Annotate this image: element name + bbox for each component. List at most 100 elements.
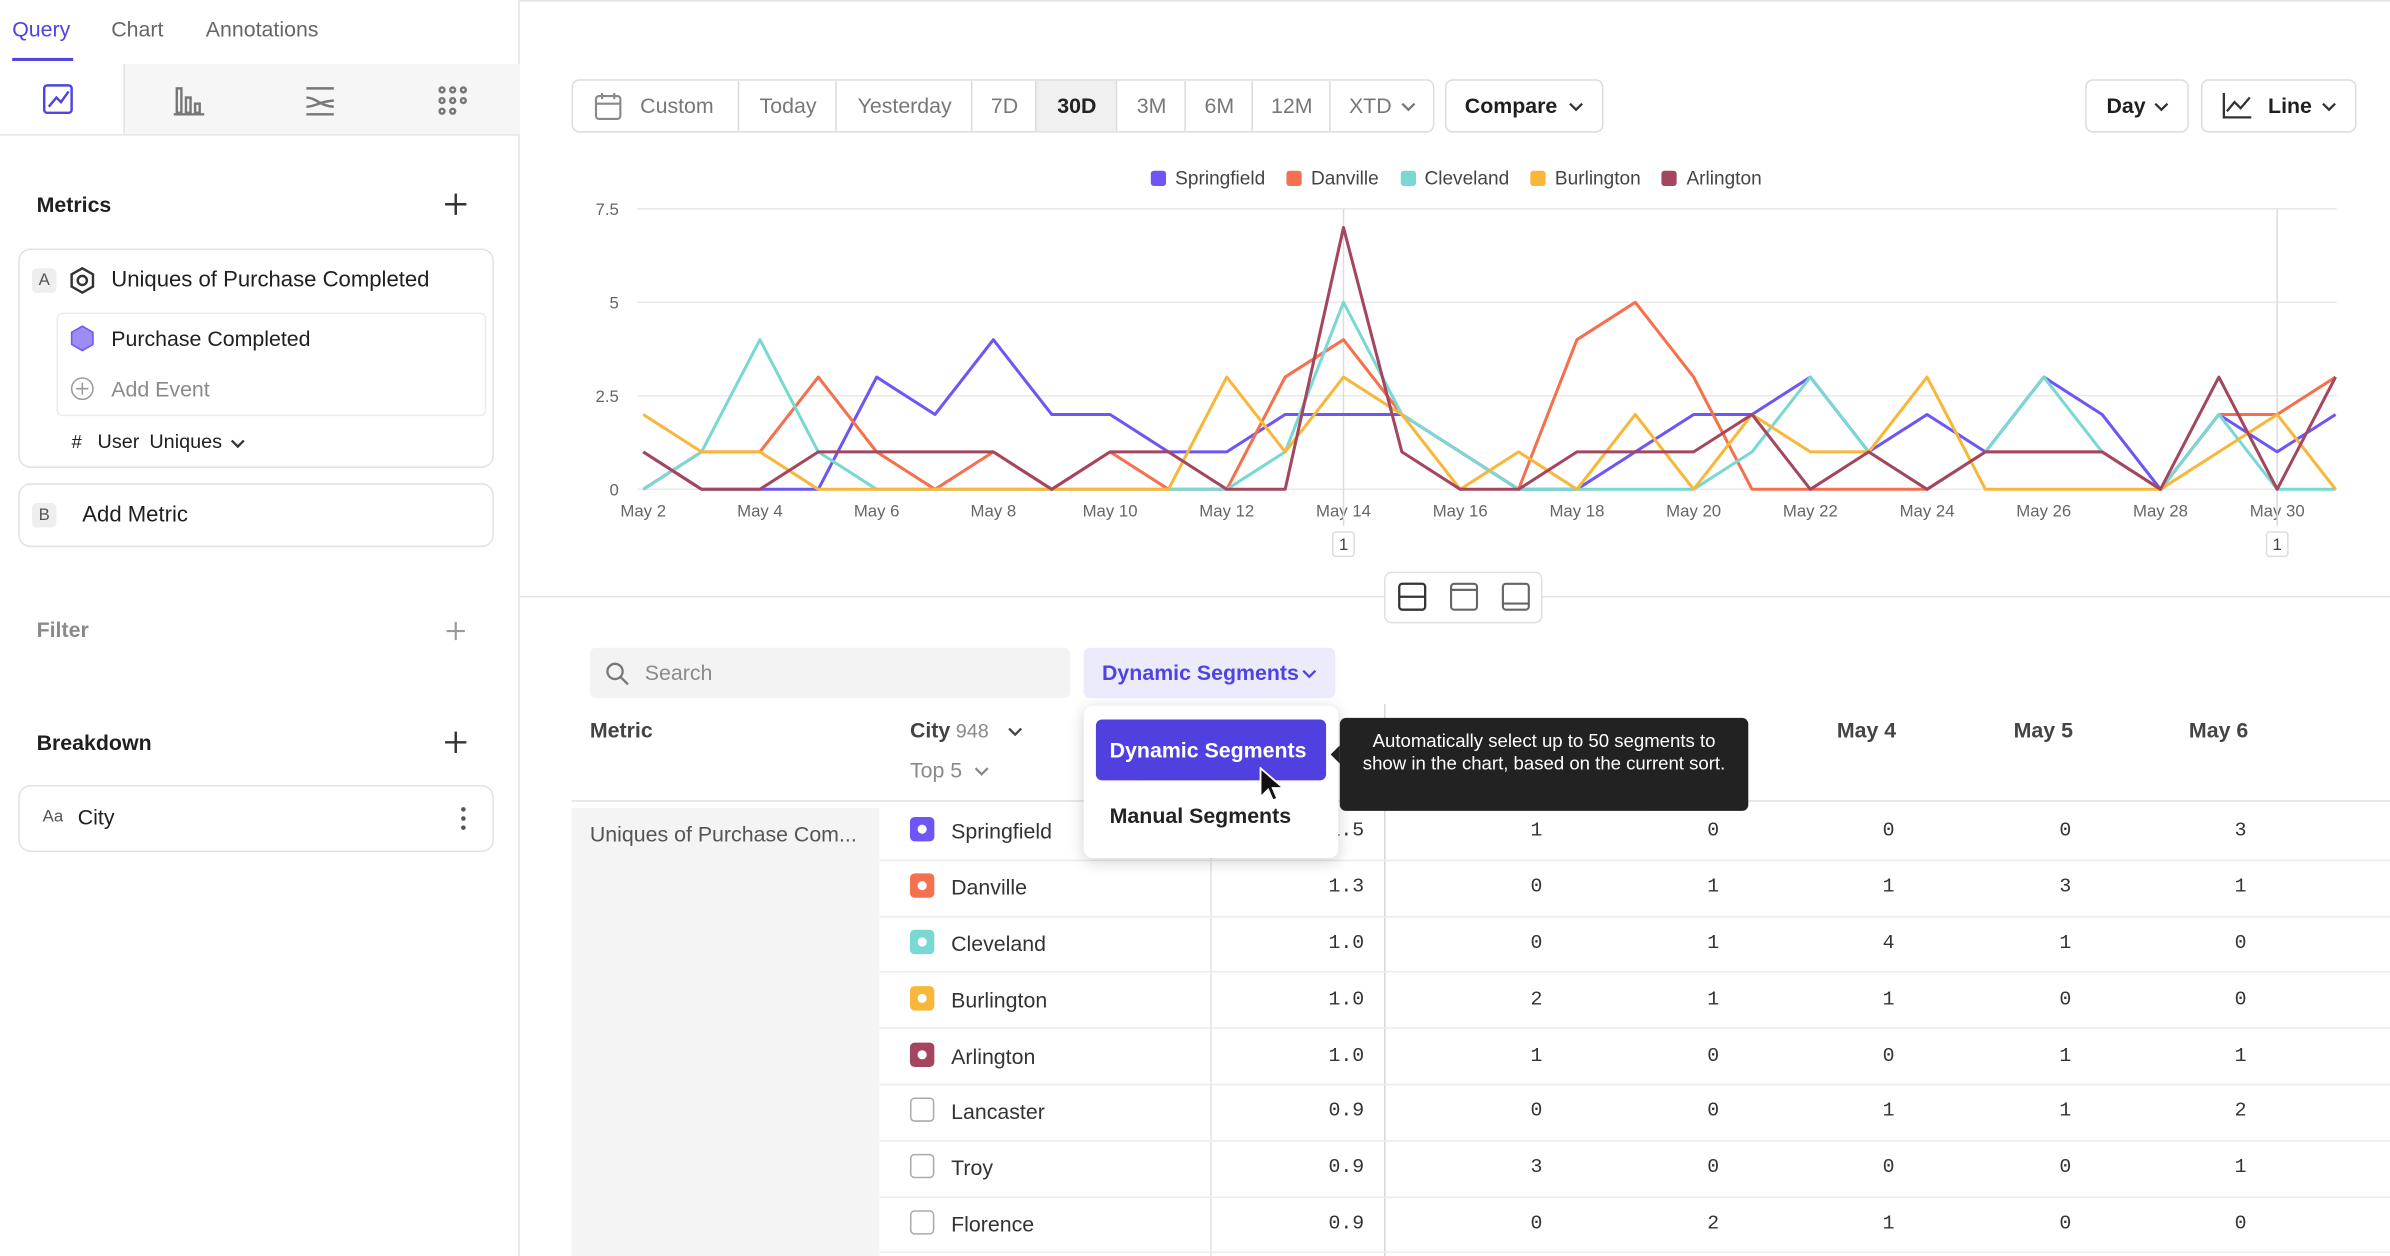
row-value: 0 bbox=[1882, 819, 1895, 842]
breakdown-card[interactable]: Aa City bbox=[18, 784, 494, 853]
chart: 0 2.5 5 7.5 May 2 May 4 May 6 May 8 May 10 May 12… bbox=[596, 200, 2337, 558]
range-label: 3M bbox=[1136, 92, 1167, 118]
segments-button[interactable]: Dynamic Segments bbox=[1083, 647, 1336, 699]
add-icon[interactable] bbox=[444, 730, 468, 754]
row-value: 1 bbox=[2234, 1155, 2247, 1179]
row-value: 0 bbox=[1530, 1099, 1543, 1123]
add-icon[interactable] bbox=[444, 192, 468, 216]
tab[interactable]: Annotations bbox=[205, 16, 319, 42]
x-tick-label: May 10 bbox=[1083, 502, 1138, 521]
chart-type-button[interactable]: Line bbox=[2200, 79, 2357, 133]
column-border bbox=[1384, 704, 1386, 1256]
chevron bbox=[1008, 727, 1023, 737]
row-value: 1 bbox=[1707, 931, 1720, 955]
add-metric-card[interactable]: B Add Metric bbox=[18, 483, 494, 548]
row-value: 0 bbox=[2234, 931, 2247, 955]
range-label: XTD bbox=[1348, 92, 1392, 118]
range-label: 30D bbox=[1057, 92, 1097, 118]
breakdown-label: City bbox=[77, 804, 115, 830]
divider bbox=[518, 0, 520, 1256]
metric-card[interactable]: A Uniques of Purchase Completed Purchase… bbox=[18, 248, 494, 468]
legend-label: Springfield bbox=[1175, 167, 1266, 190]
legend-swatch bbox=[1530, 170, 1546, 186]
legend-item[interactable]: Cleveland bbox=[1400, 168, 1509, 189]
row-border bbox=[879, 1195, 2390, 1198]
row-average: 1.0 bbox=[1328, 1043, 1365, 1067]
row-checkbox[interactable] bbox=[909, 1098, 935, 1123]
legend-item[interactable]: Springfield bbox=[1150, 167, 1266, 190]
x-tick-label: May 16 bbox=[1433, 502, 1488, 521]
cursor bbox=[1259, 766, 1285, 802]
search-box[interactable]: Search bbox=[589, 647, 1071, 699]
option-selected[interactable]: Dynamic Segments bbox=[1095, 719, 1327, 781]
y-tick-label: 5 bbox=[610, 293, 619, 312]
range-button[interactable]: Custom bbox=[573, 80, 738, 132]
row-name: Florence bbox=[951, 1211, 1035, 1237]
legend: Springfield Danville Cleveland Burlington Ar… bbox=[1150, 167, 1762, 190]
option[interactable]: Manual Segments bbox=[1109, 803, 1292, 828]
row-value: 3 bbox=[1530, 1155, 1543, 1179]
row-value: 0 bbox=[1707, 1099, 1720, 1123]
legend-item[interactable]: Burlington bbox=[1530, 168, 1641, 189]
row-border bbox=[879, 859, 2390, 861]
option-label: Dynamic Segments bbox=[1109, 737, 1307, 763]
row-checkbox[interactable] bbox=[909, 1210, 935, 1235]
row-checkbox[interactable] bbox=[909, 1154, 935, 1179]
x-tick-label: May 26 bbox=[2016, 502, 2071, 521]
button-label: Compare bbox=[1464, 92, 1558, 118]
event-name[interactable]: Purchase Completed bbox=[111, 326, 311, 351]
menu-icon[interactable] bbox=[459, 806, 468, 830]
range-label: Yesterday bbox=[857, 92, 952, 118]
range-button[interactable]: 7D bbox=[970, 80, 1037, 132]
city-count: 948 bbox=[955, 719, 989, 743]
row-value: 1 bbox=[1707, 987, 1720, 1011]
column-header: May 5 bbox=[2013, 717, 2073, 743]
checkbox-dot bbox=[917, 881, 927, 891]
tab[interactable]: Query bbox=[12, 16, 71, 42]
tooltip: Automatically select up to 50 segments t… bbox=[1330, 717, 1749, 811]
column-header[interactable]: City bbox=[909, 717, 951, 743]
x-tick-label: May 8 bbox=[971, 502, 1017, 521]
legend-item[interactable]: Danville bbox=[1286, 168, 1379, 189]
range-button[interactable]: XTD bbox=[1329, 80, 1433, 132]
add-event[interactable]: Add Event bbox=[111, 376, 210, 401]
y-tick-label: 7.5 bbox=[596, 200, 619, 219]
checkbox-dot bbox=[917, 993, 927, 1003]
compare-button[interactable]: Compare bbox=[1444, 79, 1604, 133]
range-button[interactable]: Yesterday bbox=[835, 80, 973, 132]
metric-name: Uniques of Purchase Completed bbox=[111, 268, 430, 293]
row-value: 1 bbox=[1882, 1211, 1895, 1235]
row-value: 0 bbox=[2059, 987, 2072, 1011]
tooltip-arrow bbox=[1330, 745, 1340, 764]
range-button[interactable]: Today bbox=[737, 80, 837, 132]
search-icon bbox=[606, 662, 629, 686]
row-value: 1 bbox=[1882, 1099, 1895, 1123]
row-value: 2 bbox=[2234, 1099, 2247, 1123]
row-value: 1 bbox=[2234, 1043, 2247, 1067]
chevron bbox=[2322, 102, 2336, 112]
row-value: 0 bbox=[1530, 875, 1543, 899]
range-button[interactable]: 30D bbox=[1034, 80, 1118, 132]
range-button[interactable]: 6M bbox=[1184, 80, 1253, 132]
annotation-badge bbox=[2265, 531, 2289, 558]
range-button[interactable]: 3M bbox=[1115, 80, 1186, 132]
series-line bbox=[642, 338, 2337, 491]
row-value: 1 bbox=[1530, 819, 1543, 842]
row-value: 0 bbox=[2234, 1211, 2247, 1235]
add-icon[interactable] bbox=[445, 620, 466, 641]
range-label: Today bbox=[759, 92, 817, 118]
legend-item[interactable]: Arlington bbox=[1662, 168, 1762, 189]
row-value: 0 bbox=[2234, 987, 2247, 1011]
view-switch bbox=[0, 64, 520, 136]
chevron bbox=[1302, 669, 1317, 679]
top-selector[interactable]: Top 5 bbox=[909, 757, 963, 782]
tab[interactable]: Chart bbox=[111, 16, 164, 42]
x-tick-label: May 2 bbox=[620, 502, 666, 521]
range-button[interactable]: 12M bbox=[1251, 80, 1331, 132]
measure[interactable]: Uniques bbox=[149, 429, 223, 453]
annotation-label: 1 bbox=[1339, 535, 1348, 554]
add-event-icon bbox=[70, 377, 94, 401]
row-average: 0.9 bbox=[1328, 1211, 1365, 1235]
button-label: Line bbox=[2268, 92, 2312, 118]
interval-button[interactable]: Day bbox=[2085, 79, 2189, 133]
